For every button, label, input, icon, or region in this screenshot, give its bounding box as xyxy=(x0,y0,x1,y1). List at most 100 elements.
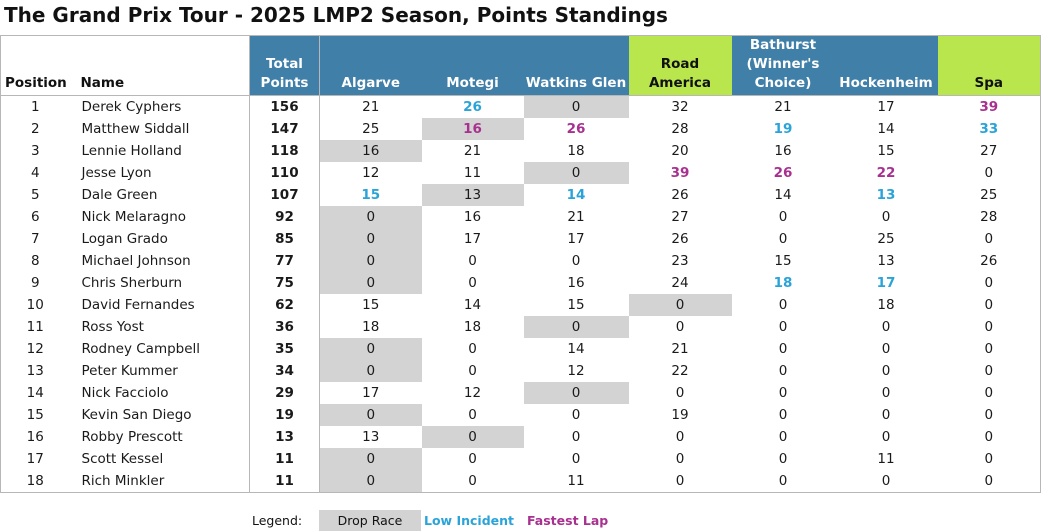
cell-total-points: 29 xyxy=(249,382,320,404)
cell-driver-name: Scott Kessel xyxy=(81,451,164,467)
legend-drop-race: Drop Race xyxy=(319,510,421,531)
header-row: Position Name Total Points Algarve Motegi… xyxy=(0,35,1041,96)
cell-driver-name: Kevin San Diego xyxy=(81,407,192,423)
table-row: 1 Derek Cyphers 156 21 26 0 32 21 17 39 xyxy=(0,95,1041,118)
cell-driver-name: Derek Cyphers xyxy=(69,95,250,118)
cell-points-motegi: 16 xyxy=(421,118,524,140)
cell-points-road-america: 28 xyxy=(671,121,689,137)
cell-points-spa: 0 xyxy=(937,360,1041,382)
cell-points-road-america: 26 xyxy=(671,231,689,247)
column-header-total-points-label: Total Points xyxy=(260,56,309,91)
column-header-label: Watkins Glen xyxy=(525,75,627,91)
cell-points-watkins-glen: 14 xyxy=(567,341,585,357)
cell-points-road-america: 27 xyxy=(671,209,689,225)
cell-points-motegi: 26 xyxy=(421,95,524,118)
cell-position: 13 xyxy=(0,360,70,382)
cell-total-points: 107 xyxy=(249,184,320,206)
cell-points-algarve: 0 xyxy=(319,470,422,493)
cell-points-hockenheim: 17 xyxy=(834,95,938,118)
cell-total-points: 62 xyxy=(249,294,320,316)
cell-points-road-america: 22 xyxy=(671,363,689,379)
cell-total-points: 11 xyxy=(249,470,320,493)
column-header-label: Bathurst (Winner's Choice) xyxy=(746,37,820,91)
column-header-label: Hockenheim xyxy=(839,75,933,91)
column-header-label: Motegi xyxy=(446,75,499,91)
cell-points-hockenheim: 22 xyxy=(876,165,896,181)
cell-points-algarve: 15 xyxy=(319,184,422,206)
cell-position: 3 xyxy=(0,140,70,162)
cell-points-bathurst-winner-s-choice: 0 xyxy=(778,297,788,313)
cell-position: 17 xyxy=(0,448,70,470)
cell-driver-name: Peter Kummer xyxy=(81,363,178,379)
legend-fastest-lap: Fastest Lap xyxy=(527,513,609,528)
cell-points-algarve: 25 xyxy=(319,118,422,140)
table-row: 16 Robby Prescott 13 13 0 0 0 0 0 0 xyxy=(0,426,1041,448)
cell-driver-name: Dale Green xyxy=(81,187,158,203)
cell-points-watkins-glen: 17 xyxy=(567,231,585,247)
cell-points-algarve: 0 xyxy=(319,404,422,426)
standings-table: Position Name Total Points Algarve Motegi… xyxy=(0,35,1041,493)
cell-position: 11 xyxy=(0,316,70,338)
column-header-label: Algarve xyxy=(341,75,400,91)
cell-points-algarve: 18 xyxy=(319,316,422,338)
cell-total-points: 77 xyxy=(249,250,320,272)
cell-points-hockenheim: 17 xyxy=(876,275,896,291)
cell-points-watkins-glen: 26 xyxy=(566,121,586,137)
column-header-algarve: Algarve xyxy=(319,35,422,96)
table-row: 2 Matthew Siddall 147 25 16 26 28 19 14 33 xyxy=(0,118,1041,140)
cell-points-watkins-glen: 14 xyxy=(566,187,586,203)
cell-position: 15 xyxy=(0,404,70,426)
cell-points-road-america: 0 xyxy=(675,319,685,335)
table-row: 15 Kevin San Diego 19 0 0 0 19 0 0 0 xyxy=(0,404,1041,426)
cell-points-spa: 28 xyxy=(937,206,1041,228)
cell-driver-name: Rich Minkler xyxy=(69,470,250,493)
cell-driver-name: Rodney Campbell xyxy=(81,341,201,357)
cell-points-spa: 25 xyxy=(937,184,1041,206)
cell-position: 10 xyxy=(0,294,70,316)
legend-low-incident: Low Incident xyxy=(424,513,514,528)
cell-points-watkins-glen: 0 xyxy=(571,429,581,445)
cell-driver-name: Ross Yost xyxy=(81,319,144,335)
cell-points-spa: 0 xyxy=(937,382,1041,404)
cell-points-motegi: 0 xyxy=(421,426,524,448)
cell-points-hockenheim: 0 xyxy=(881,363,891,379)
cell-points-algarve: 17 xyxy=(319,382,422,404)
cell-points-watkins-glen: 0 xyxy=(523,95,629,118)
cell-points-bathurst-winner-s-choice: 0 xyxy=(778,231,788,247)
cell-points-motegi: 18 xyxy=(463,319,482,335)
cell-points-watkins-glen: 12 xyxy=(567,363,585,379)
cell-position: 2 xyxy=(0,118,70,140)
cell-driver-name: Lennie Holland xyxy=(81,143,182,159)
cell-position: 6 xyxy=(0,206,70,228)
cell-total-points: 13 xyxy=(249,426,320,448)
cell-total-points: 147 xyxy=(249,118,320,140)
cell-points-road-america: 0 xyxy=(675,451,685,467)
cell-total-points: 85 xyxy=(249,228,320,250)
table-row: 7 Logan Grado 85 0 17 17 26 0 25 0 xyxy=(0,228,1041,250)
legend-label: Legend: xyxy=(252,513,303,528)
cell-points-bathurst-winner-s-choice: 0 xyxy=(778,451,788,467)
cell-points-bathurst-winner-s-choice: 0 xyxy=(731,470,835,493)
cell-driver-name: Robby Prescott xyxy=(81,429,183,445)
cell-position: 7 xyxy=(0,228,70,250)
cell-points-hockenheim: 14 xyxy=(877,121,895,137)
cell-points-motegi: 0 xyxy=(468,341,477,357)
column-header-watkins-glen: Watkins Glen xyxy=(523,35,629,96)
cell-points-road-america: 19 xyxy=(671,407,689,423)
cell-position: 12 xyxy=(0,338,70,360)
cell-points-spa: 0 xyxy=(937,228,1041,250)
cell-points-motegi: 14 xyxy=(463,297,482,313)
cell-points-watkins-glen: 0 xyxy=(571,407,581,423)
cell-position: 14 xyxy=(0,382,70,404)
cell-points-bathurst-winner-s-choice: 19 xyxy=(773,121,793,137)
cell-driver-name: Nick Facciolo xyxy=(81,385,169,401)
cell-position: 9 xyxy=(0,272,70,294)
cell-points-road-america: 0 xyxy=(675,429,685,445)
table-row: 14 Nick Facciolo 29 17 12 0 0 0 0 0 xyxy=(0,382,1041,404)
cell-driver-name: Michael Johnson xyxy=(81,253,191,269)
cell-points-bathurst-winner-s-choice: 26 xyxy=(773,165,793,181)
column-header-position: Position xyxy=(0,35,70,96)
cell-points-watkins-glen: 21 xyxy=(567,209,585,225)
cell-points-motegi: 21 xyxy=(463,143,482,159)
table-row: 12 Rodney Campbell 35 0 0 14 21 0 0 0 xyxy=(0,338,1041,360)
